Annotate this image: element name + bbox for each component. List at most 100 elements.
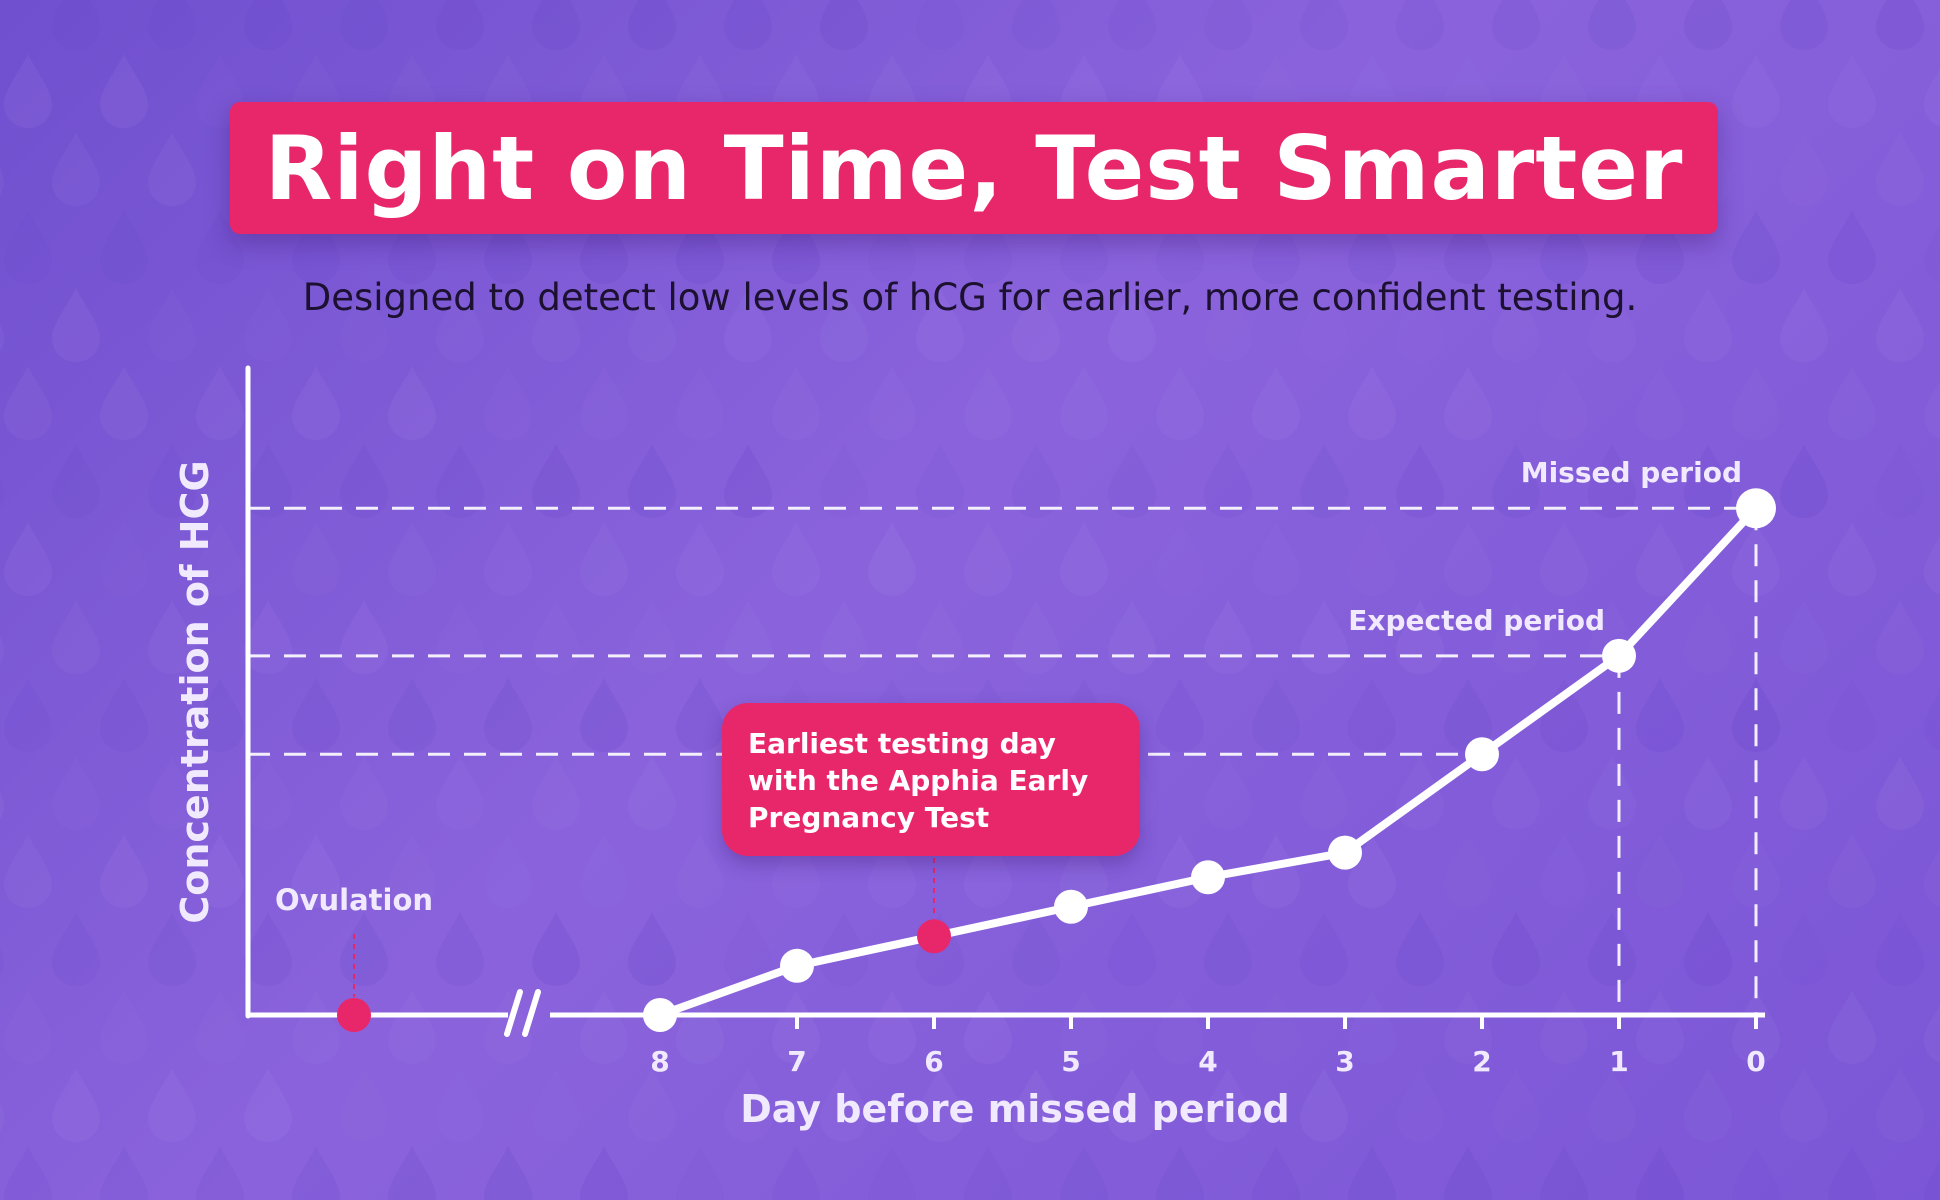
droplet-icon [4, 678, 52, 752]
droplet-icon [1012, 912, 1060, 986]
reference-label-1: Expected period [1348, 604, 1605, 637]
droplet-icon [148, 756, 196, 830]
droplet-icon [1780, 0, 1828, 50]
droplet-icon [1396, 288, 1444, 362]
droplet-icon [1540, 1146, 1588, 1200]
droplet-icon [1252, 210, 1300, 284]
droplet-icon [1156, 366, 1204, 440]
droplet-icon [292, 522, 340, 596]
droplet-icon [1060, 990, 1108, 1064]
droplet-icon [1588, 288, 1636, 362]
droplet-icon [724, 0, 772, 50]
droplet-icon [628, 912, 676, 986]
droplet-icon [1828, 54, 1876, 128]
droplet-icon [772, 366, 820, 440]
droplet-icon [244, 0, 292, 50]
droplet-icon [1348, 366, 1396, 440]
droplet-icon [1348, 834, 1396, 908]
droplet-icon [148, 444, 196, 518]
droplet-icon [340, 444, 388, 518]
data-point-6 [1465, 737, 1499, 772]
droplet-icon [1588, 0, 1636, 50]
droplet-icon [1396, 912, 1444, 986]
page-title: Right on Time, Test Smarter [264, 116, 1684, 220]
droplet-icon [1636, 990, 1684, 1064]
droplet-icon [196, 678, 244, 752]
droplet-icon [820, 288, 868, 362]
droplet-icon [388, 210, 436, 284]
droplet-icon [52, 1068, 100, 1142]
droplet-icon [532, 1068, 580, 1142]
droplet-icon [388, 366, 436, 440]
callout-line-2: with the Apphia Early [748, 764, 1089, 797]
droplet-icon [1684, 600, 1732, 674]
droplet-icon [1300, 444, 1348, 518]
droplet-icon [1636, 522, 1684, 596]
x-axis-title: Day before missed period [740, 1087, 1289, 1131]
droplet-icon [820, 912, 868, 986]
droplet-icon [1060, 210, 1108, 284]
droplet-icon [0, 1103, 4, 1132]
droplet-icon [340, 1068, 388, 1142]
droplet-icon [916, 0, 964, 50]
droplet-icon [196, 210, 244, 284]
droplet-icon [1300, 1068, 1348, 1142]
x-tick-label-7: 1 [1609, 1045, 1628, 1078]
droplet-icon [1108, 444, 1156, 518]
droplet-icon [724, 1068, 772, 1142]
droplet-icon [1876, 912, 1924, 986]
droplet-icon [532, 912, 580, 986]
droplet-icon [1924, 692, 1940, 751]
droplet-icon [1540, 834, 1588, 908]
droplet-icon [52, 444, 100, 518]
droplet-icon [724, 288, 772, 362]
droplet-icon [196, 1146, 244, 1200]
droplet-icon [628, 288, 676, 362]
droplet-icon [1252, 990, 1300, 1064]
data-point-8 [1736, 488, 1776, 529]
droplet-icon [340, 756, 388, 830]
droplet-icon [1108, 1068, 1156, 1142]
x-tick-label-5: 3 [1335, 1045, 1354, 1078]
droplet-icon [436, 288, 484, 362]
droplet-icon [292, 678, 340, 752]
droplet-icon [4, 366, 52, 440]
droplet-icon [1684, 444, 1732, 518]
droplet-icon [1060, 834, 1108, 908]
droplet-icon [1540, 210, 1588, 284]
droplet-icon [628, 0, 676, 50]
droplet-icon [1156, 678, 1204, 752]
droplet-icon [628, 1068, 676, 1142]
droplet-icon [1924, 380, 1940, 439]
droplet-icon [1636, 1146, 1684, 1200]
data-point-1 [780, 948, 814, 983]
droplet-icon [100, 366, 148, 440]
droplet-icon [628, 756, 676, 830]
droplet-icon [1060, 366, 1108, 440]
droplet-icon [4, 210, 52, 284]
droplet-icon [484, 366, 532, 440]
droplet-icon [484, 522, 532, 596]
droplet-icon [1300, 288, 1348, 362]
droplet-icon [1780, 444, 1828, 518]
droplet-icon [1204, 288, 1252, 362]
droplet-icon [1444, 210, 1492, 284]
droplet-icon [436, 1068, 484, 1142]
data-point-0 [643, 998, 677, 1032]
droplet-icon [1540, 522, 1588, 596]
droplet-icon [1396, 0, 1444, 50]
droplet-icon [1252, 678, 1300, 752]
droplet-icon [1636, 210, 1684, 284]
droplet-icon [1492, 1068, 1540, 1142]
droplet-icon [1876, 756, 1924, 830]
droplet-icon [484, 678, 532, 752]
droplet-icon [1348, 522, 1396, 596]
droplet-icon [340, 288, 388, 362]
droplet-icon [1828, 366, 1876, 440]
droplet-icon [1588, 756, 1636, 830]
droplet-icon [964, 522, 1012, 596]
droplet-icon [868, 210, 916, 284]
droplet-icon [436, 444, 484, 518]
droplet-icon [4, 834, 52, 908]
droplet-icon [820, 0, 868, 50]
